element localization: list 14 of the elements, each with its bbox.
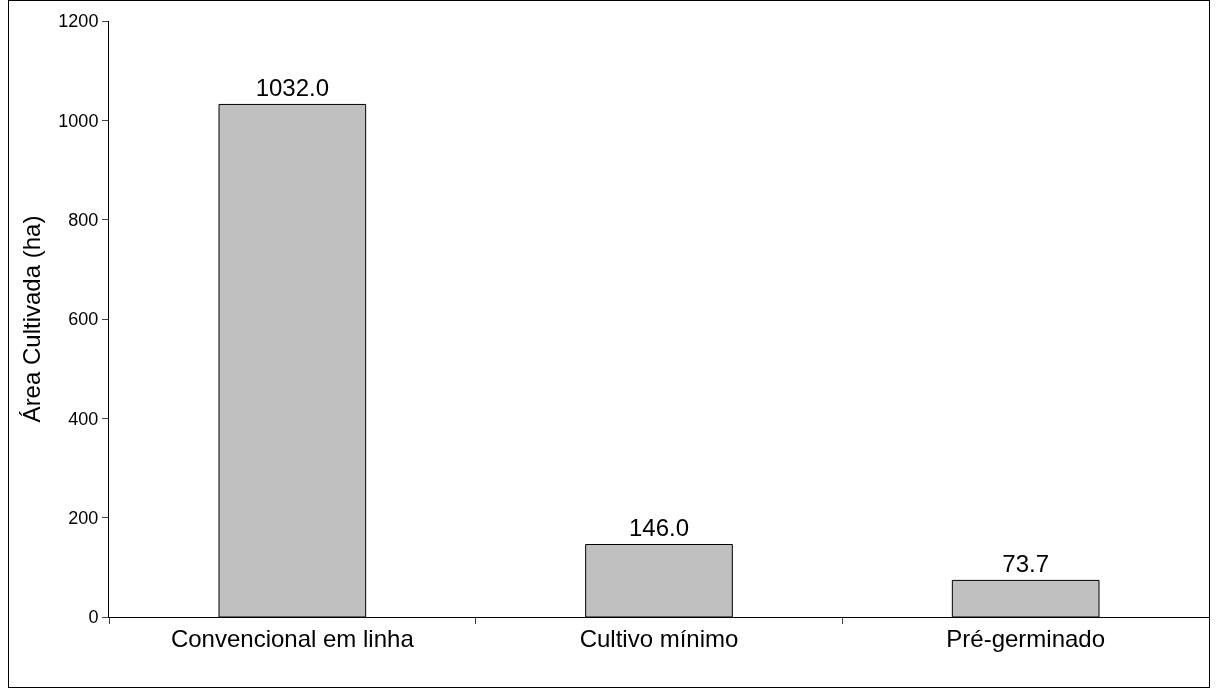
y-tick-label: 200 [68,507,99,528]
x-tick-label: Cultivo mínimo [579,624,739,652]
data-label: 73.7 [1002,550,1050,578]
x-tick-label: Convencional em linha [170,624,415,652]
y-tick-label: 0 [88,607,99,628]
y-tick-label: 400 [68,408,99,429]
y-axis-title: Área Cultivada (ha) [18,215,46,423]
y-tick-label: 1000 [58,110,99,131]
data-label: 146.0 [628,514,690,542]
y-tick-label: 600 [68,309,99,330]
data-label: 1032.0 [255,74,330,102]
y-tick-label: 800 [68,209,99,230]
x-tick-label: Pré-germinado [946,624,1106,652]
y-tick-label: 1200 [58,11,99,32]
